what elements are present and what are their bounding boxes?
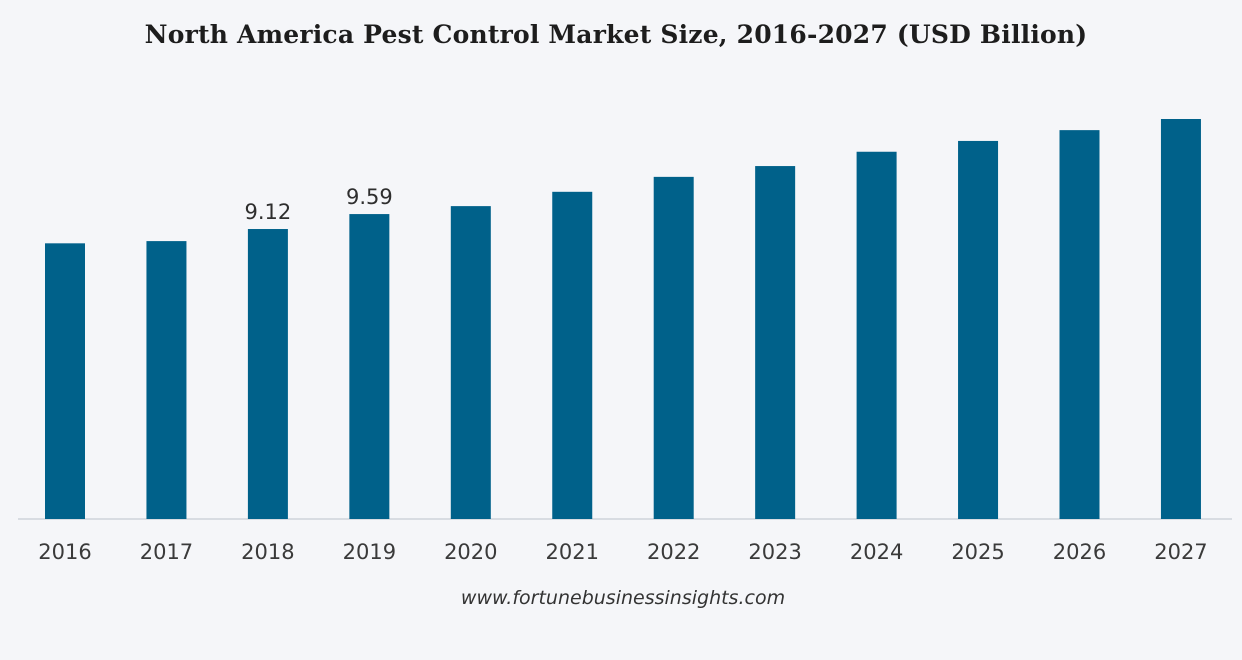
bar-2018 xyxy=(247,229,288,519)
bars-group xyxy=(45,119,1201,519)
x-tick-label-2023: 2023 xyxy=(748,540,801,564)
x-tick-label-2016: 2016 xyxy=(38,540,91,564)
bar-2021 xyxy=(552,191,593,519)
bar-2019 xyxy=(349,214,390,519)
data-labels-group: 9.12 9.59 xyxy=(245,185,393,224)
x-tick-label-2019: 2019 xyxy=(343,540,396,564)
x-tick-label-2022: 2022 xyxy=(647,540,700,564)
chart-title: North America Pest Control Market Size, … xyxy=(144,20,1088,49)
data-label-2019: 9.59 xyxy=(346,185,393,209)
x-tick-label-2027: 2027 xyxy=(1154,540,1207,564)
x-tick-label-2021: 2021 xyxy=(546,540,599,564)
x-tick-label-2024: 2024 xyxy=(850,540,903,564)
x-tick-label-2026: 2026 xyxy=(1053,540,1106,564)
x-tick-label-2020: 2020 xyxy=(444,540,497,564)
bar-2020 xyxy=(450,206,491,519)
x-tick-label-2025: 2025 xyxy=(951,540,1004,564)
bar-2025 xyxy=(958,140,999,519)
data-label-2018: 9.12 xyxy=(245,200,292,224)
bar-2022 xyxy=(653,176,694,519)
source-note: www.fortunebusinessinsights.com xyxy=(460,587,786,609)
bar-2023 xyxy=(755,166,796,519)
x-tick-label-2018: 2018 xyxy=(241,540,294,564)
x-ticks-group: 2016 2017 2018 2019 2020 2021 2022 2023 2024 2025… xyxy=(38,540,1207,564)
bar-2026 xyxy=(1059,130,1100,519)
x-tick-label-2017: 2017 xyxy=(140,540,193,564)
bar-2027 xyxy=(1160,119,1201,519)
bar-2017 xyxy=(146,241,187,519)
bar-2016 xyxy=(45,243,85,519)
bar-2024 xyxy=(856,151,897,519)
